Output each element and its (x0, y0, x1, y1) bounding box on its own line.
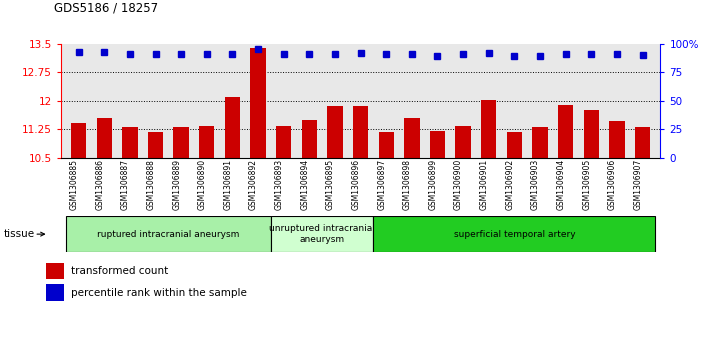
Bar (122, 127, 138, 158)
Bar (301, 120, 317, 158)
Bar (66, 216, 271, 252)
Bar (507, 132, 522, 158)
Bar (71, 123, 86, 158)
Text: GSM1306889: GSM1306889 (172, 159, 181, 210)
Bar (46, 284, 64, 301)
Text: GSM1306894: GSM1306894 (301, 159, 309, 210)
Text: percentile rank within the sample: percentile rank within the sample (71, 287, 247, 298)
Bar (430, 131, 445, 158)
Text: transformed count: transformed count (71, 266, 169, 276)
Bar (583, 110, 599, 158)
Text: GSM1306886: GSM1306886 (95, 159, 104, 210)
Text: GSM1306888: GSM1306888 (146, 159, 156, 210)
Bar (276, 126, 291, 158)
Text: GSM1306907: GSM1306907 (633, 159, 643, 210)
Text: GSM1306898: GSM1306898 (403, 159, 412, 210)
Bar (373, 216, 655, 252)
Bar (174, 127, 188, 158)
Bar (199, 126, 214, 158)
Text: GSM1306903: GSM1306903 (531, 159, 540, 210)
Bar (251, 48, 266, 158)
Text: GSM1306896: GSM1306896 (351, 159, 361, 210)
Text: GSM1306905: GSM1306905 (582, 159, 591, 210)
Bar (353, 106, 368, 158)
Text: superficial temporal artery: superficial temporal artery (453, 230, 575, 238)
Bar (533, 127, 548, 158)
Text: tissue: tissue (4, 229, 35, 239)
Text: GSM1306900: GSM1306900 (454, 159, 463, 210)
Bar (404, 118, 420, 158)
Bar (456, 126, 471, 158)
Text: GSM1306891: GSM1306891 (223, 159, 233, 210)
Text: GSM1306890: GSM1306890 (198, 159, 207, 210)
Bar (96, 118, 112, 158)
Bar (609, 121, 625, 158)
Text: GSM1306906: GSM1306906 (608, 159, 617, 210)
Bar (558, 105, 573, 158)
Text: GSM1306904: GSM1306904 (557, 159, 565, 210)
Text: GSM1306893: GSM1306893 (275, 159, 283, 210)
Text: ruptured intracranial aneurysm: ruptured intracranial aneurysm (97, 230, 239, 238)
Text: GSM1306901: GSM1306901 (480, 159, 488, 210)
Text: unruptured intracranial
aneurysm: unruptured intracranial aneurysm (269, 224, 375, 244)
Bar (635, 127, 650, 158)
Bar (327, 106, 343, 158)
Bar (481, 100, 496, 158)
Bar (225, 97, 240, 158)
Text: GSM1306899: GSM1306899 (428, 159, 438, 210)
Text: GSM1306885: GSM1306885 (70, 159, 79, 210)
Text: GSM1306887: GSM1306887 (121, 159, 130, 210)
Bar (46, 262, 64, 279)
Text: GSM1306892: GSM1306892 (249, 159, 258, 210)
Text: GSM1306902: GSM1306902 (506, 159, 514, 210)
Bar (378, 132, 394, 158)
Bar (271, 216, 373, 252)
Bar (148, 132, 164, 158)
Text: GDS5186 / 18257: GDS5186 / 18257 (54, 1, 158, 15)
Text: GSM1306895: GSM1306895 (326, 159, 335, 210)
Text: GSM1306897: GSM1306897 (377, 159, 386, 210)
